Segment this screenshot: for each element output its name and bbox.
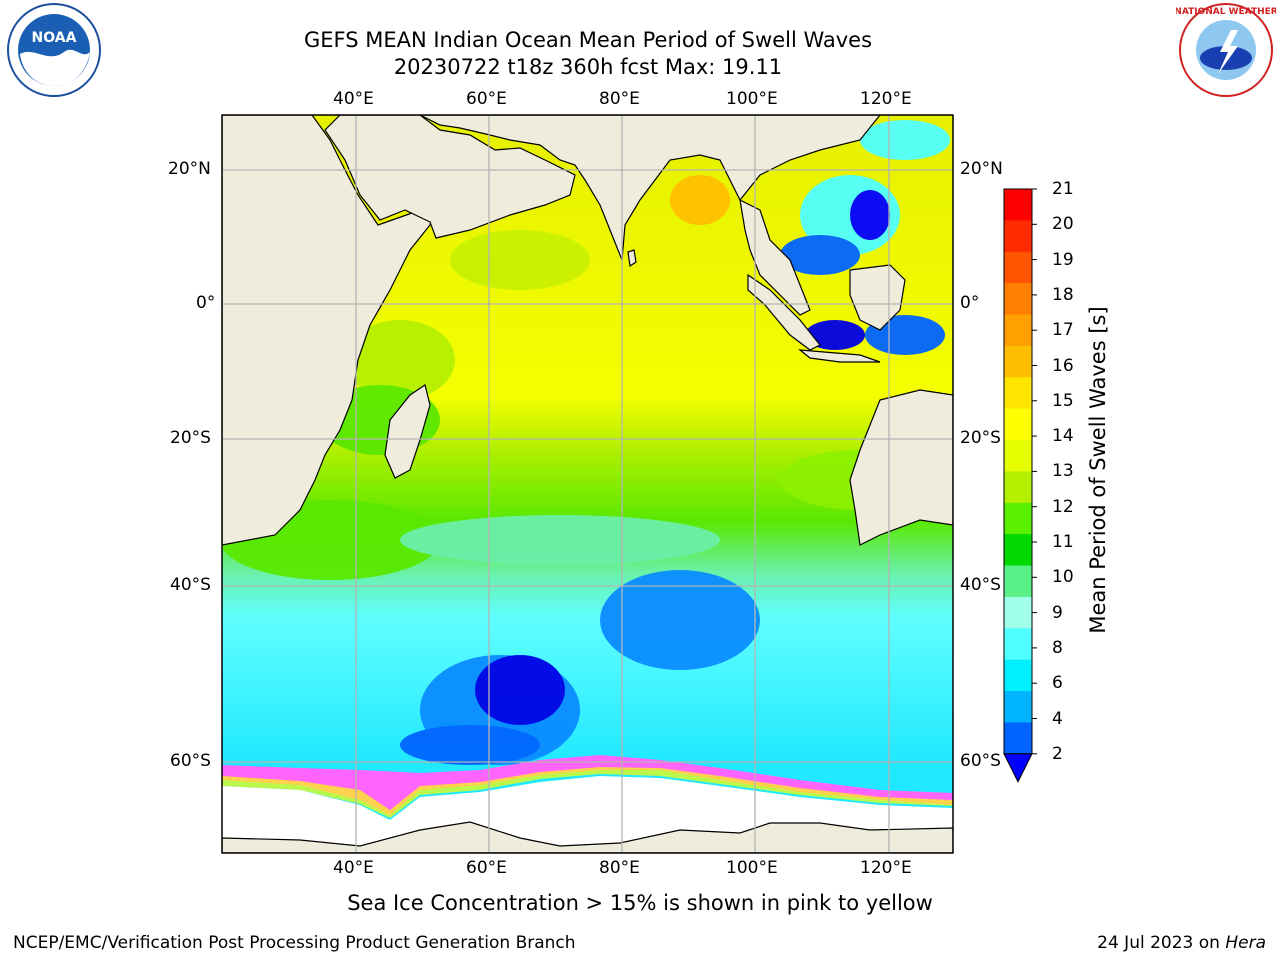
left-lat-tick: 20°N — [168, 159, 211, 179]
svg-text:NOAA: NOAA — [32, 30, 77, 46]
colorbar-tick-label: 17 — [1052, 320, 1074, 341]
colorbar-tick-label: 9 — [1052, 602, 1063, 623]
left-lat-tick: 60°S — [170, 751, 211, 771]
right-lat-tick: 0° — [960, 293, 980, 313]
land-java — [798, 349, 881, 363]
left-lat-tick: 0° — [196, 293, 216, 313]
patch-arabian-high — [670, 175, 730, 225]
land-malay — [739, 198, 811, 316]
colorbar-tick-label: 18 — [1052, 284, 1074, 305]
colorbar-tick-label: 14 — [1052, 426, 1074, 447]
colorbar-segment — [1004, 440, 1032, 472]
colorbar-segment — [1004, 502, 1032, 535]
land-africa — [222, 115, 437, 546]
land-australia — [849, 389, 953, 546]
land-sri-lanka — [627, 249, 637, 268]
colorbar-segment — [1004, 722, 1032, 755]
colorbar-segment — [1004, 345, 1032, 378]
credit-text: NCEP/EMC/Verification Post Processing Pr… — [13, 933, 576, 953]
colorbar-tick-label: 20 — [1052, 214, 1074, 235]
bottom-lon-tick: 100°E — [726, 858, 778, 878]
colorbar-segment — [1004, 408, 1032, 441]
bottom-lon-tick: 40°E — [333, 858, 374, 878]
land-masses — [222, 115, 953, 853]
date-label: 24 Jul 2023 on — [1097, 933, 1226, 953]
colorbar-tick-label: 11 — [1052, 532, 1074, 552]
left-lat-tick: 20°S — [170, 428, 211, 448]
colorbar-tick-label: 2 — [1052, 743, 1063, 764]
land-asia-south — [419, 115, 881, 261]
colorbar-segment — [1004, 314, 1032, 347]
bottom-lon-tick: 120°E — [860, 858, 912, 878]
colorbar-segment — [1004, 283, 1032, 316]
colorbar-tick-label: 12 — [1052, 496, 1074, 517]
colorbar-segment — [1004, 471, 1032, 504]
colorbar-segment — [1004, 534, 1032, 567]
colorbar-tick-label: 21 — [1052, 179, 1074, 199]
nws-logo: NATIONAL WEATHER — [1174, 2, 1278, 106]
colorbar-segment — [1004, 628, 1032, 661]
noaa-logo: NOAA — [4, 2, 104, 106]
land-arabia — [324, 115, 576, 239]
right-lat-tick: 60°S — [960, 751, 1001, 771]
bottom-lon-tick: 60°E — [466, 858, 507, 878]
colorbar-segment — [1004, 189, 1032, 221]
colorbar-tick-label: 6 — [1052, 673, 1063, 694]
colorbar — [1003, 188, 1037, 783]
top-lon-tick: 80°E — [599, 89, 640, 109]
patch-min-period — [475, 655, 565, 725]
land-sumatra — [747, 273, 821, 351]
colorbar-segment — [1004, 659, 1032, 692]
colorbar-segment — [1004, 220, 1032, 253]
colorbar-tick-label: 8 — [1052, 637, 1063, 658]
svg-text:NATIONAL WEATHER: NATIONAL WEATHER — [1176, 7, 1276, 17]
colorbar-segment — [1004, 565, 1032, 598]
bottom-lon-tick: 80°E — [599, 858, 640, 878]
top-lon-tick: 120°E — [860, 89, 912, 109]
patch-low-period-a — [600, 570, 760, 670]
colorbar-tick-label: 15 — [1052, 390, 1074, 411]
top-lon-tick: 100°E — [726, 89, 778, 109]
land-antarctica — [222, 821, 953, 853]
colorbar-tick-label: 4 — [1052, 708, 1063, 729]
right-lat-tick: 20°N — [960, 159, 1003, 179]
colorbar-segment — [1004, 377, 1032, 410]
top-lon-tick: 40°E — [333, 89, 374, 109]
sea-ice-footnote: Sea Ice Concentration > 15% is shown in … — [347, 891, 933, 915]
left-lat-tick: 40°S — [170, 575, 211, 595]
land-madagascar — [384, 384, 431, 479]
chart-subtitle: 20230722 t18z 360h fcst Max: 19.11 — [393, 55, 783, 79]
colorbar-segment — [1004, 251, 1032, 284]
map-frame — [221, 114, 954, 854]
colorbar-tick-label: 10 — [1052, 567, 1074, 588]
land-borneo — [849, 264, 906, 331]
top-lon-tick: 60°E — [466, 89, 507, 109]
right-lat-tick: 20°S — [960, 428, 1001, 448]
colorbar-tick-label: 19 — [1052, 249, 1074, 270]
colorbar-label: Mean Period of Swell Waves [s] — [1086, 306, 1110, 634]
colorbar-segment — [1004, 691, 1032, 723]
right-lat-tick: 40°S — [960, 575, 1001, 595]
colorbar-tick-label: 13 — [1052, 461, 1074, 482]
colorbar-segment — [1004, 596, 1032, 629]
colorbar-tick-label: 16 — [1052, 355, 1074, 376]
date-text: 24 Jul 2023 on Hera — [1097, 933, 1266, 953]
machine-name: Hera — [1225, 933, 1266, 953]
colorbar-under-arrow — [1003, 753, 1033, 783]
map-area — [222, 115, 953, 853]
chart-title: GEFS MEAN Indian Ocean Mean Period of Sw… — [303, 28, 873, 52]
gridlines — [222, 115, 953, 853]
